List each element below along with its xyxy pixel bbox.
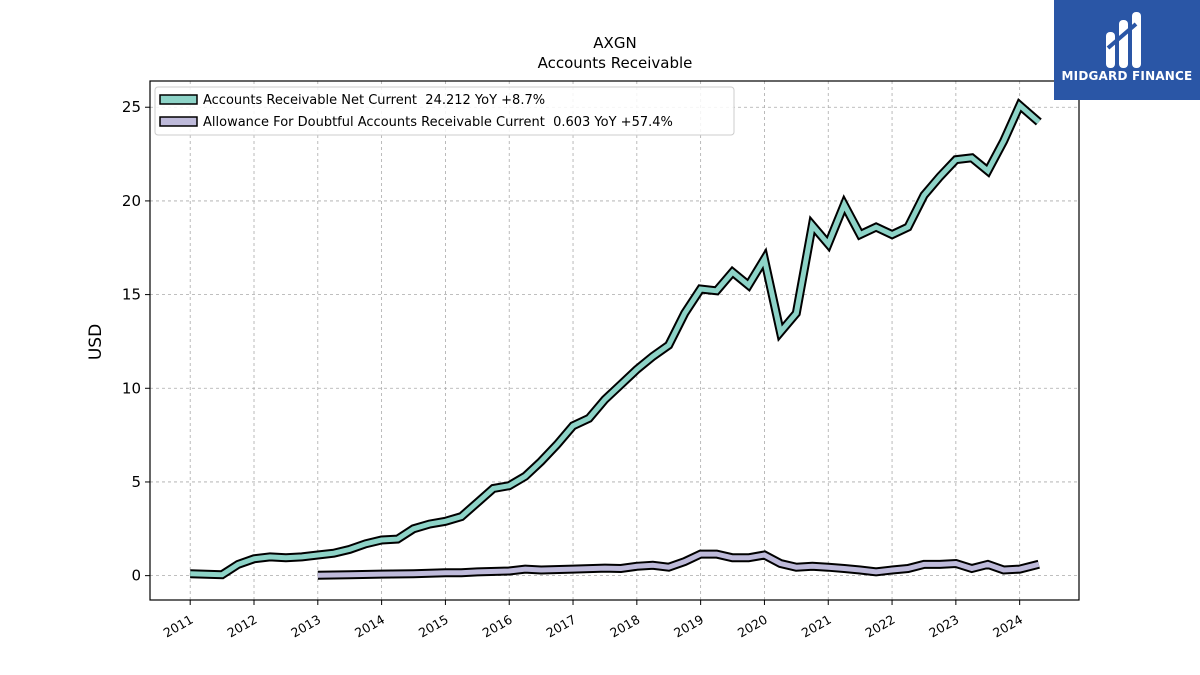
x-tick-label: 2024 [990, 612, 1025, 641]
brand-name: MIDGARD FINANCE [1061, 69, 1193, 83]
grid [150, 81, 1079, 600]
legend-box [154, 86, 735, 136]
x-tick-label: 2017 [543, 612, 578, 641]
midgard-logo-icon [1106, 12, 1141, 68]
y-tick-label: 10 [122, 379, 141, 397]
x-tick-label: 2014 [352, 612, 387, 641]
y-tick-label: 5 [131, 473, 141, 491]
x-tick-label: 2015 [416, 612, 451, 641]
legend-swatch-accounts-receivable [159, 94, 198, 105]
x-tick-label: 2013 [288, 612, 323, 641]
chart-title: AXGN [593, 34, 636, 52]
y-tick-label: 0 [131, 567, 141, 585]
legend-swatch-allowance [159, 116, 198, 127]
x-tick-label: 2021 [799, 612, 834, 641]
plot-frame [149, 80, 1080, 601]
x-tick-label: 2022 [863, 612, 898, 641]
series-line [190, 101, 1041, 578]
chart-subtitle: Accounts Receivable [538, 54, 693, 72]
x-tick-label: 2019 [671, 612, 706, 641]
x-tick-label: 2012 [224, 612, 259, 641]
legend-label-allowance: Allowance For Doubtful Accounts Receivab… [203, 115, 673, 130]
midgard-finance-logo: MIDGARD FINANCE [1054, 0, 1200, 100]
y-axis-label: USD [86, 324, 106, 360]
legend: Accounts Receivable Net Current 24.212 Y… [154, 86, 735, 136]
x-tick-label: 2018 [607, 612, 642, 641]
x-tick-label: 2020 [735, 612, 770, 641]
y-tick-label: 25 [122, 98, 141, 116]
x-tick-label: 2023 [926, 612, 961, 641]
legend-label-accounts-receivable: Accounts Receivable Net Current 24.212 Y… [203, 93, 545, 108]
y-tick-label: 15 [122, 286, 141, 304]
y-tick-label: 20 [122, 192, 141, 210]
series-lines [190, 98, 1042, 580]
series-0 [190, 98, 1042, 580]
x-tick-label: 2011 [161, 612, 196, 641]
series-1 [317, 549, 1040, 580]
x-tick-label: 2016 [480, 612, 515, 641]
series-line [317, 551, 1040, 578]
